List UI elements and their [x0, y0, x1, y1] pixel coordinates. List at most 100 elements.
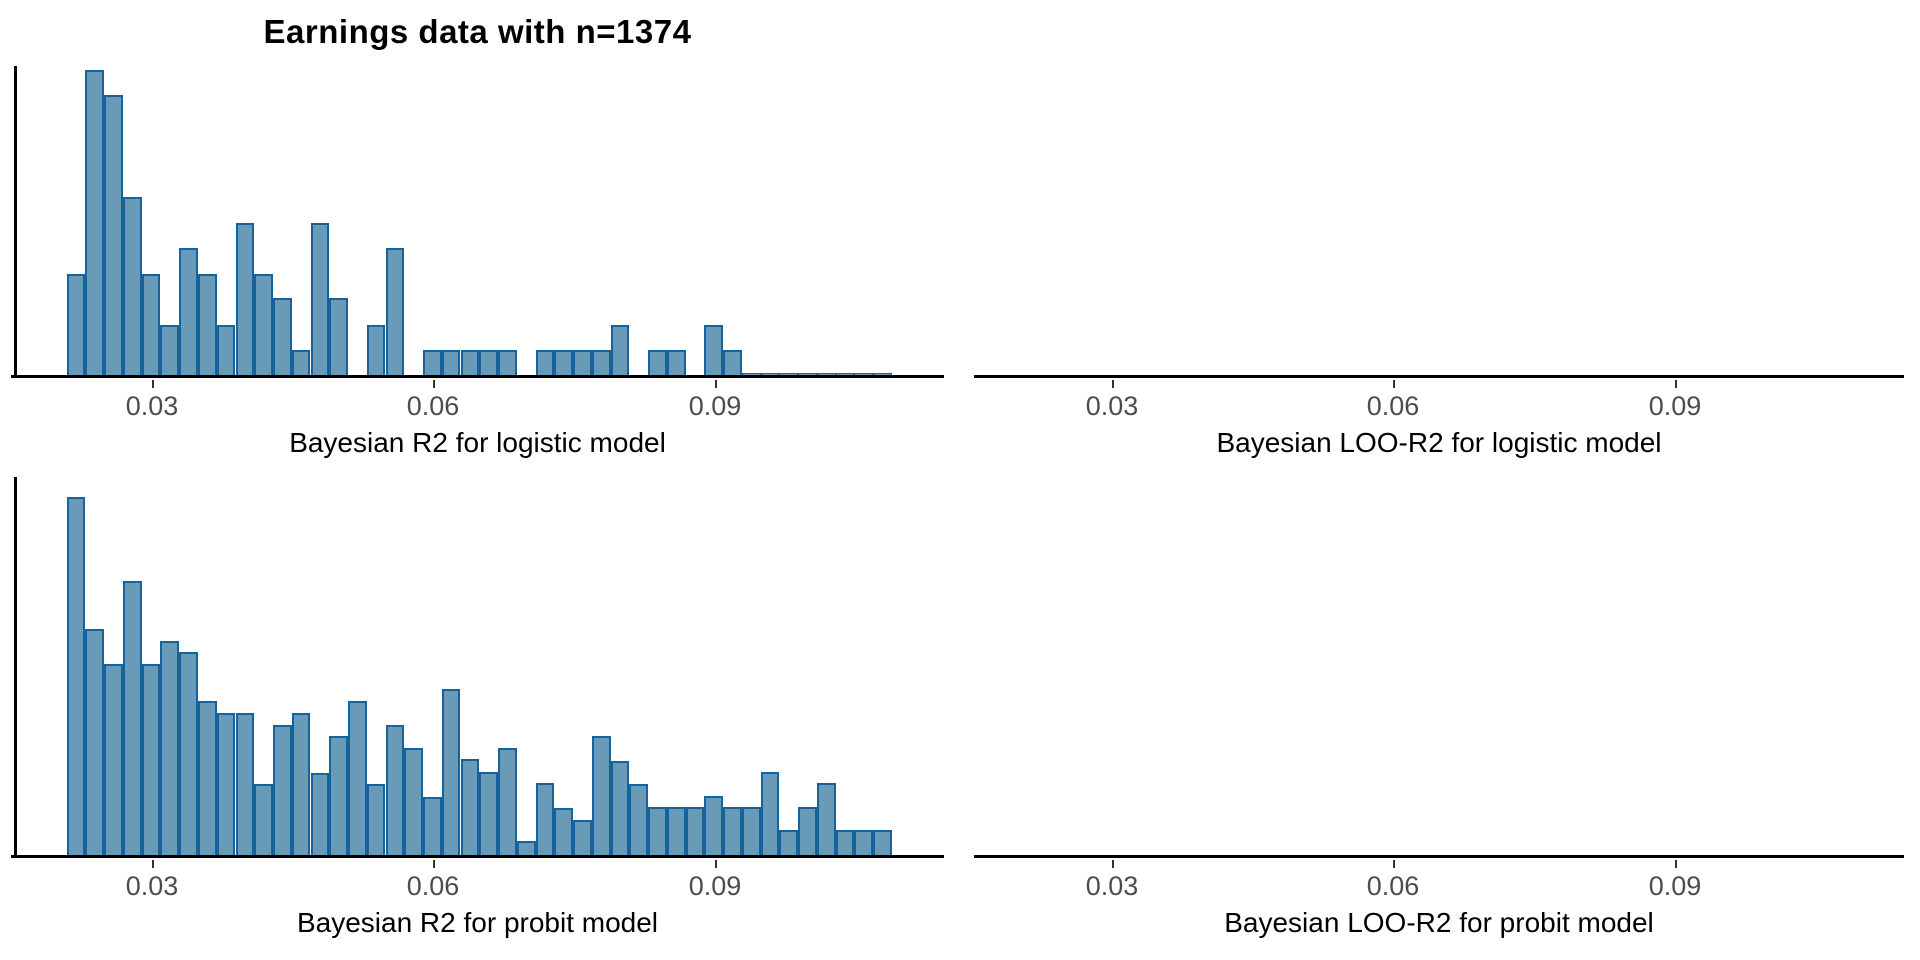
x-tick-mark [1112, 860, 1114, 868]
histogram-bar [329, 736, 348, 857]
histogram-bar [479, 350, 499, 377]
histogram-bar [122, 581, 142, 857]
histogram-bar [854, 830, 874, 857]
x-tick-label: 0.03 [125, 391, 179, 421]
histogram-bar [348, 701, 367, 857]
histogram-bar [85, 70, 105, 377]
histogram-bar [760, 772, 780, 857]
histogram-bar [816, 783, 836, 857]
histogram-bar [254, 274, 273, 377]
histogram-bar [160, 325, 180, 377]
x-axis-line [11, 375, 944, 378]
histogram-bar [873, 830, 892, 857]
x-tick-label: 0.06 [1366, 391, 1420, 421]
histogram-bars [974, 66, 1904, 377]
histogram-bar [460, 759, 480, 857]
histogram-bar [835, 830, 855, 857]
histogram-bar [216, 325, 236, 377]
histogram-bar [235, 713, 255, 857]
chart-title: Earnings data with n=1374 [263, 13, 692, 50]
histogram-bar [723, 350, 742, 377]
histogram-bar [66, 274, 86, 377]
histogram-bar [591, 350, 611, 377]
histogram-bar [104, 95, 123, 377]
histogram-bar [216, 713, 236, 857]
y-axis-line [14, 477, 17, 857]
histogram-bar [441, 350, 461, 377]
x-tick-mark [715, 380, 717, 388]
histogram-bar [179, 652, 198, 857]
histogram-bar [573, 350, 592, 377]
histogram-bar [666, 350, 686, 377]
x-tick-label: 0.03 [1085, 871, 1139, 901]
histogram-bar [273, 725, 292, 857]
x-tick-label: 0.06 [406, 871, 460, 901]
x-tick-mark [152, 380, 154, 388]
histogram-bar [404, 748, 423, 857]
histogram-bar [798, 807, 817, 857]
histogram-bar [141, 664, 161, 857]
panel-r2-probit: 0.03 0.06 0.09 Bayesian R2 for probit mo… [11, 477, 944, 938]
histogram-bar [498, 350, 517, 377]
histogram-bar [366, 325, 386, 377]
histogram-bars [11, 477, 944, 857]
x-tick-label: 0.03 [1085, 391, 1139, 421]
histogram-bar [573, 820, 592, 857]
x-axis-line [11, 855, 944, 858]
histogram-bar [310, 773, 330, 857]
histogram-bar [122, 197, 142, 377]
histogram-bar [66, 497, 86, 857]
histogram-bar [779, 830, 799, 857]
histogram-bar [498, 748, 517, 857]
histogram-bar [385, 725, 405, 857]
histogram-bar [723, 807, 742, 857]
x-tick-mark [1112, 380, 1114, 388]
histogram-bar [254, 784, 273, 857]
histogram-bar [610, 761, 630, 857]
x-tick-mark [1393, 380, 1395, 388]
histogram-bar [648, 350, 667, 377]
histogram-bar [591, 736, 611, 857]
histogram-bar [648, 807, 667, 857]
histogram-bar [141, 274, 161, 377]
histogram-bar [329, 298, 348, 377]
x-tick-mark [433, 860, 435, 868]
x-tick-mark [433, 380, 435, 388]
panel-r2-logistic: 0.03 0.06 0.09 Bayesian R2 for logistic … [11, 66, 944, 458]
histogram-bar [179, 248, 198, 377]
histogram-bar [310, 223, 330, 377]
x-tick-label: 0.06 [1366, 871, 1420, 901]
x-tick-label: 0.09 [1648, 391, 1702, 421]
histogram-bar [554, 808, 574, 857]
x-tick-label: 0.09 [1648, 871, 1702, 901]
x-axis-title: Bayesian LOO-R2 for probit model [1224, 907, 1654, 938]
x-tick-mark [715, 860, 717, 868]
x-tick-label: 0.09 [688, 871, 742, 901]
x-tick-mark [1393, 860, 1395, 868]
histogram-bar [460, 350, 480, 377]
histogram-bar [291, 713, 311, 857]
histogram-bar [423, 797, 442, 857]
histogram-bar [535, 350, 555, 377]
histogram-bar [554, 350, 574, 377]
histogram-bar [291, 350, 311, 377]
x-tick-label: 0.09 [688, 391, 742, 421]
histogram-bar [104, 664, 123, 857]
x-axis-line [974, 855, 1904, 858]
histogram-bar [479, 772, 499, 857]
x-tick-mark [152, 860, 154, 868]
histogram-bar [197, 701, 217, 857]
x-tick-mark [1675, 860, 1677, 868]
histogram-bars [974, 477, 1904, 857]
x-axis-title: Bayesian LOO-R2 for logistic model [1216, 427, 1662, 458]
x-tick-label: 0.06 [406, 391, 460, 421]
histogram-bar [366, 784, 386, 857]
histogram-bar [610, 325, 630, 377]
histogram-bar [666, 807, 686, 857]
histogram-bar [85, 629, 105, 857]
x-tick-mark [1675, 380, 1677, 388]
panel-loo-r2-logistic: 0.03 0.06 0.09 Bayesian LOO-R2 for logis… [974, 66, 1904, 458]
histogram-bar [441, 689, 461, 857]
histogram-bar [273, 298, 292, 377]
